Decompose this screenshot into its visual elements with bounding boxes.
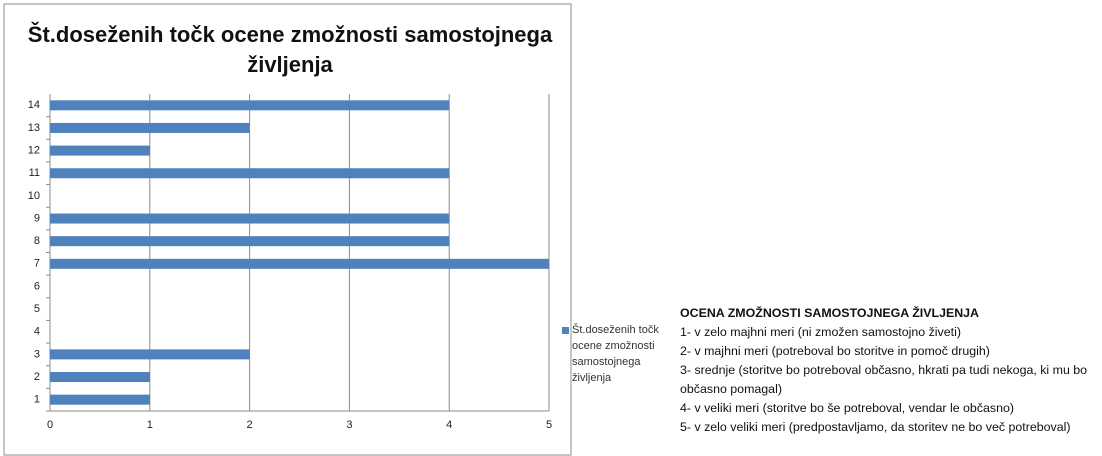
x-tick-label: 1	[147, 419, 153, 431]
notes-item: 3- srednje (storitve bo potreboval občas…	[680, 363, 1088, 396]
bar	[50, 100, 450, 111]
y-tick-label: 10	[28, 190, 40, 202]
bar	[50, 236, 450, 247]
y-tick-label: 1	[34, 394, 40, 406]
x-tick-label: 4	[446, 419, 452, 431]
notes-item: 1- v zelo majhni meri (ni zmožen samosto…	[680, 325, 961, 339]
y-tick-label: 13	[28, 122, 40, 134]
notes: OCENA ZMOŽNOSTI SAMOSTOJNEGA ŽIVLJENJA 1…	[680, 304, 1102, 437]
legend-label: Št.doseženih točk ocene zmožnosti samost…	[572, 324, 659, 384]
y-tick-label: 14	[28, 99, 40, 111]
bar	[50, 122, 250, 133]
y-tick-label: 3	[34, 348, 40, 360]
notes-item: 4- v veliki meri (storitve bo še potrebo…	[680, 401, 1015, 415]
chart-frame	[3, 3, 572, 456]
legend-swatch	[562, 327, 569, 334]
bar	[50, 372, 150, 383]
y-tick-label: 8	[34, 235, 40, 247]
y-tick-label: 12	[28, 145, 40, 157]
bar	[50, 168, 450, 179]
bar	[50, 349, 250, 360]
y-tick-label: 4	[34, 326, 40, 338]
x-tick-label: 0	[47, 419, 53, 431]
y-tick-label: 11	[29, 167, 40, 179]
bar	[50, 213, 450, 224]
notes-title: OCENA ZMOŽNOSTI SAMOSTOJNEGA ŽIVLJENJA	[680, 306, 980, 320]
bar	[50, 394, 150, 405]
bar	[50, 258, 549, 269]
y-tick-label: 6	[34, 280, 40, 292]
x-tick-label: 5	[546, 419, 552, 431]
y-tick-label: 7	[34, 258, 40, 270]
chart-title: Št.doseženih točk ocene zmožnosti samost…	[27, 22, 553, 77]
y-tick-label: 5	[34, 303, 40, 315]
y-tick-label: 9	[34, 212, 40, 224]
notes-item: 2- v majhni meri (potreboval bo storitve…	[680, 344, 990, 358]
notes-item: 5- v zelo veliki meri (predpostavljamo, …	[680, 420, 1071, 434]
x-tick-label: 3	[346, 419, 352, 431]
y-tick-label: 2	[34, 371, 40, 383]
bar	[50, 145, 150, 156]
x-tick-label: 2	[247, 419, 253, 431]
